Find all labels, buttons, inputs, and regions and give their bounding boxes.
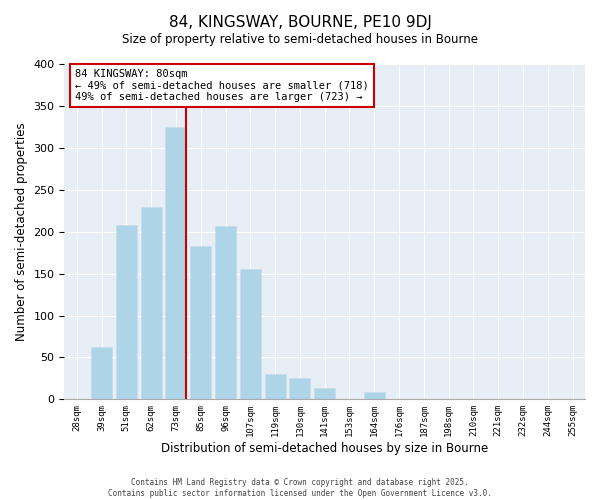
Y-axis label: Number of semi-detached properties: Number of semi-detached properties xyxy=(15,122,28,341)
Text: 84 KINGSWAY: 80sqm
← 49% of semi-detached houses are smaller (718)
49% of semi-d: 84 KINGSWAY: 80sqm ← 49% of semi-detache… xyxy=(75,69,368,102)
Bar xyxy=(364,392,385,400)
Bar xyxy=(140,206,162,400)
Text: Size of property relative to semi-detached houses in Bourne: Size of property relative to semi-detach… xyxy=(122,32,478,46)
Bar xyxy=(116,225,137,400)
Text: Contains HM Land Registry data © Crown copyright and database right 2025.
Contai: Contains HM Land Registry data © Crown c… xyxy=(108,478,492,498)
Text: 84, KINGSWAY, BOURNE, PE10 9DJ: 84, KINGSWAY, BOURNE, PE10 9DJ xyxy=(169,15,431,30)
X-axis label: Distribution of semi-detached houses by size in Bourne: Distribution of semi-detached houses by … xyxy=(161,442,488,455)
Bar xyxy=(190,246,211,400)
Bar xyxy=(314,388,335,400)
Bar xyxy=(215,226,236,400)
Bar xyxy=(240,270,261,400)
Bar xyxy=(289,378,310,400)
Bar xyxy=(91,348,112,400)
Bar xyxy=(265,374,286,400)
Bar xyxy=(166,127,187,400)
